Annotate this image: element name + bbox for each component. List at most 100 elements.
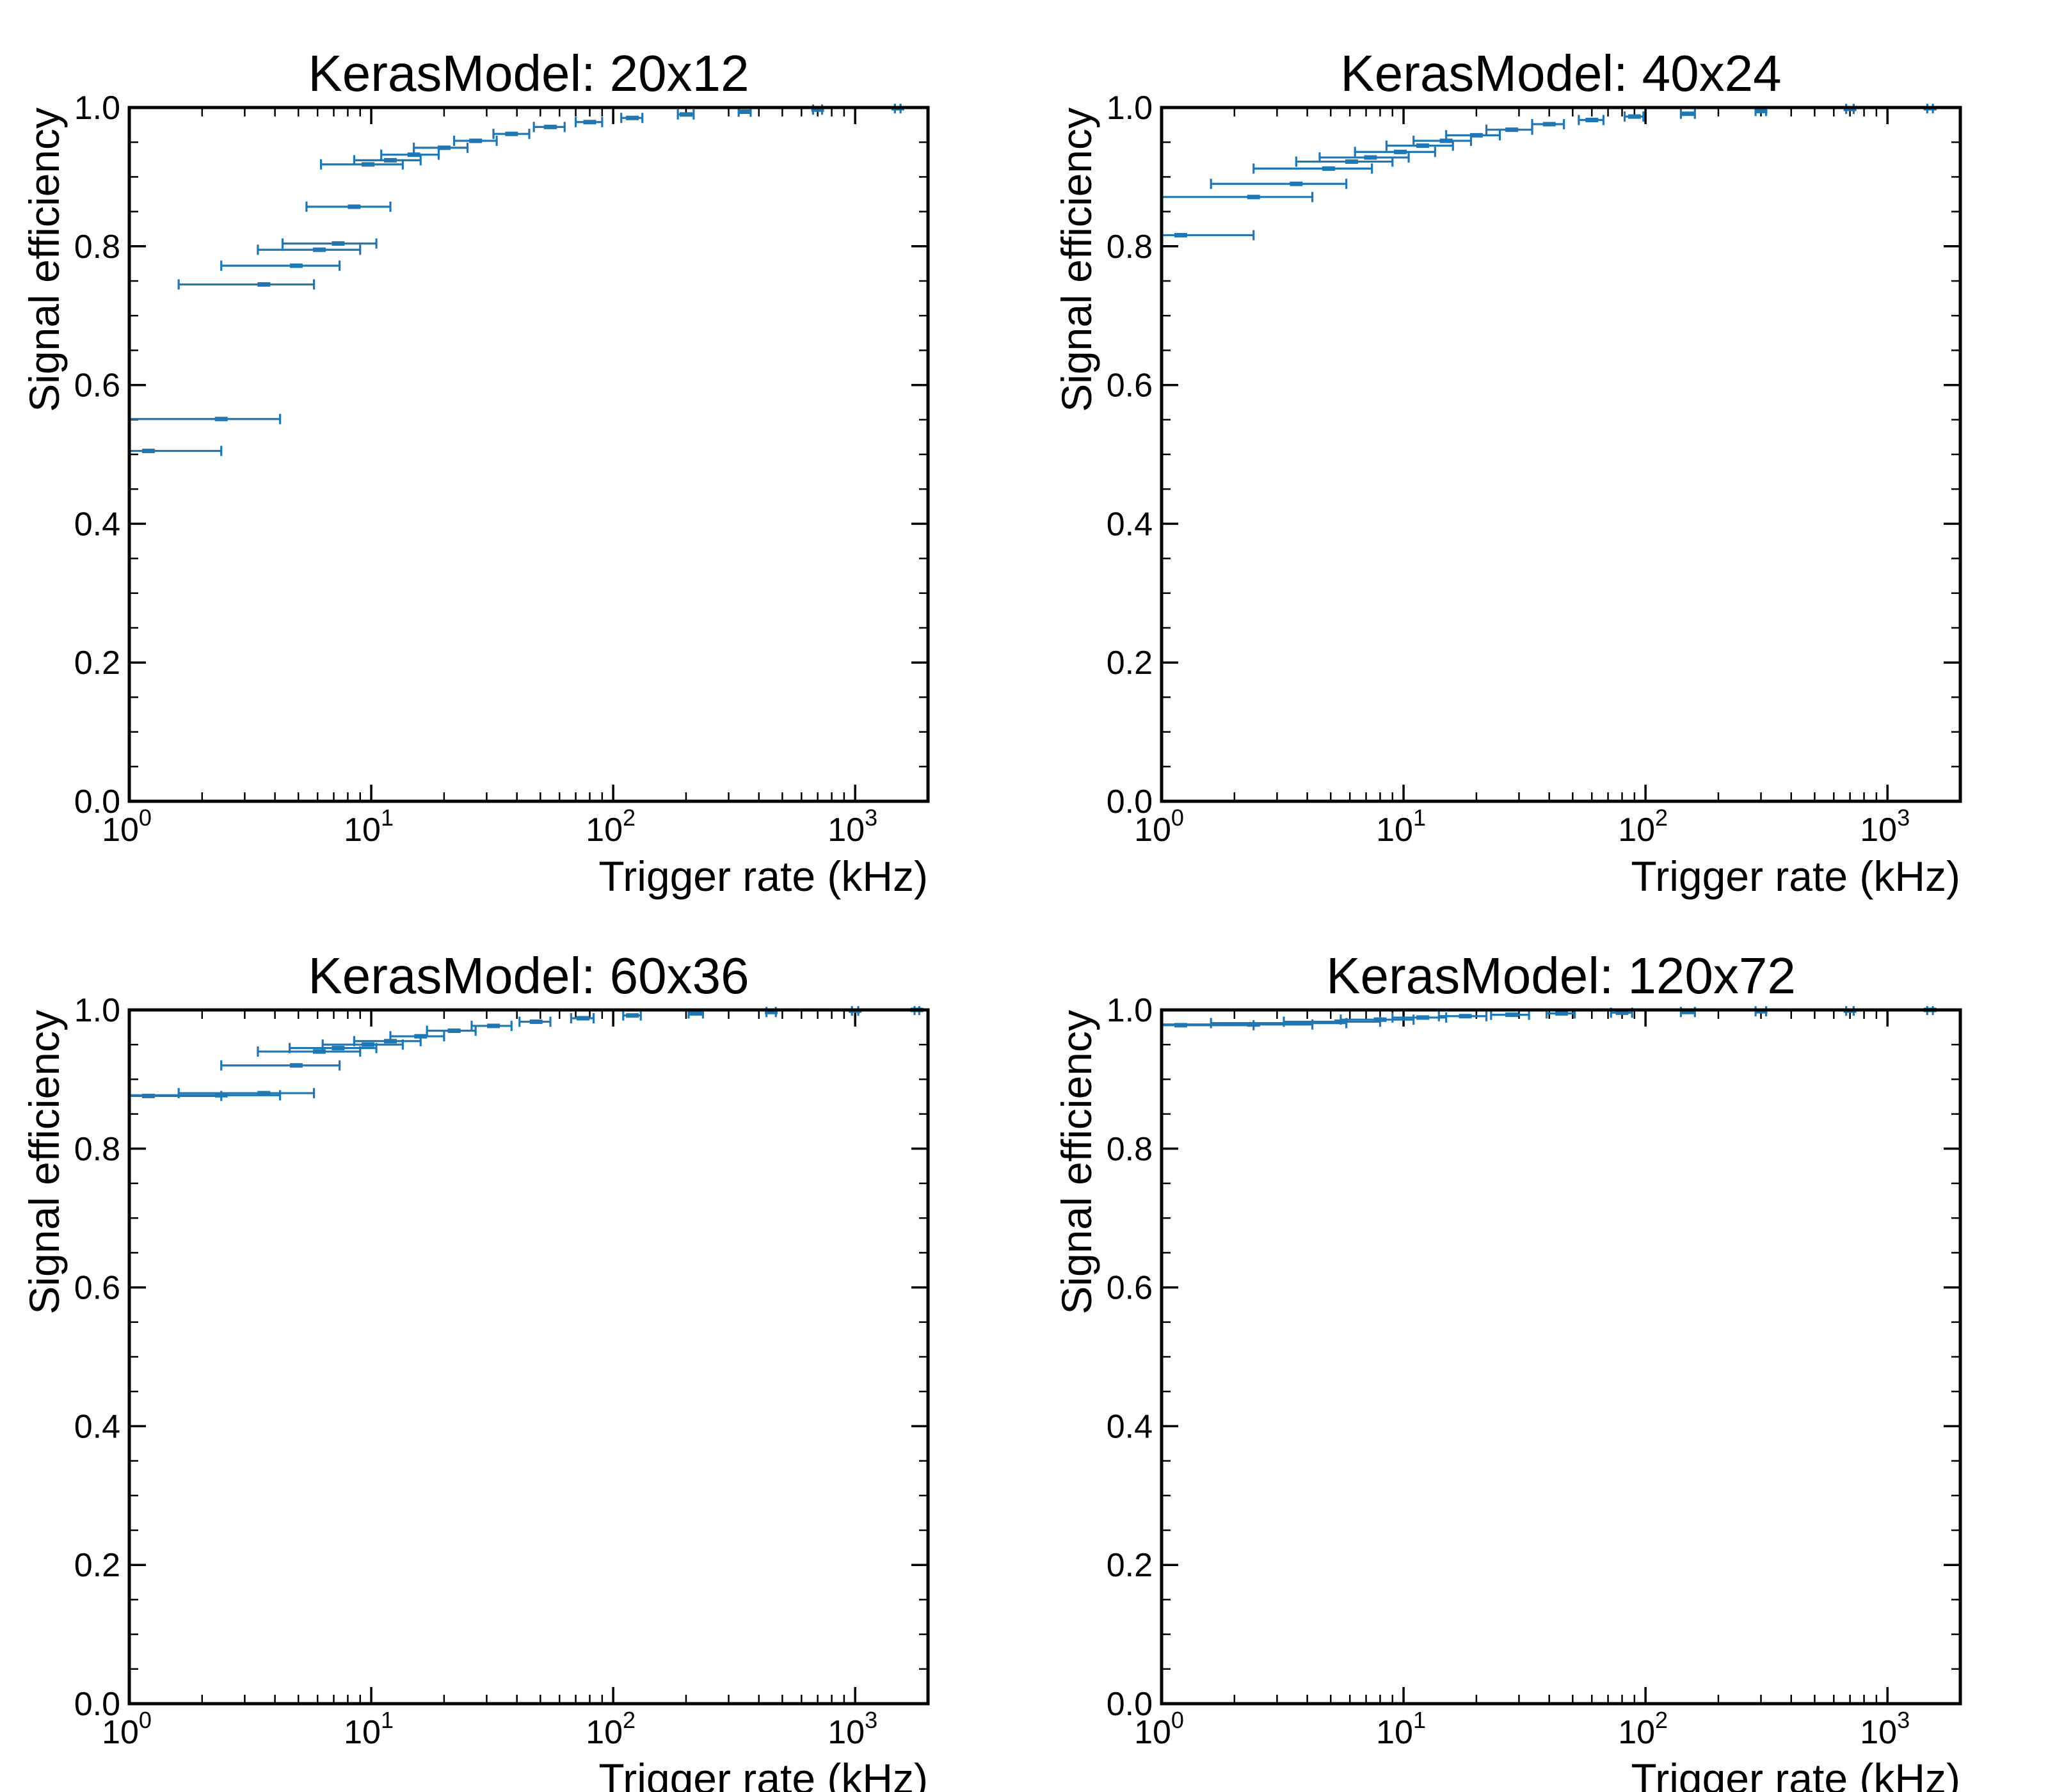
x-tick-label: 100	[102, 804, 152, 849]
data-point	[413, 142, 469, 153]
data-point	[281, 238, 378, 249]
y-tick-label: 0.6	[74, 367, 120, 404]
data-point	[1210, 1018, 1348, 1028]
y-tick-label: 0.0	[74, 783, 120, 820]
x-axis-label: Trigger rate (kHz)	[1631, 852, 1960, 900]
data-point	[1679, 108, 1696, 119]
data-point	[353, 155, 422, 166]
data-point	[676, 109, 695, 120]
data-point	[622, 1010, 642, 1021]
y-tick-label: 0.2	[74, 1547, 120, 1584]
y-tick-label: 0.4	[1107, 506, 1153, 543]
plot-frame	[1160, 106, 1962, 803]
data-series	[1162, 104, 1937, 241]
data-point	[518, 1016, 552, 1027]
y-tick-label: 0.8	[74, 1131, 120, 1168]
chart-title: KerasModel: 120x72	[1326, 947, 1796, 1004]
y-tick-label: 0.6	[1107, 367, 1153, 404]
data-series	[129, 104, 904, 456]
plot-frame	[127, 1008, 930, 1706]
x-axis-label: Trigger rate (kHz)	[598, 852, 928, 900]
y-axis-label: Signal efficiency	[20, 108, 68, 412]
data-point	[570, 1013, 595, 1024]
y-tick-label: 0.2	[74, 644, 120, 682]
y-tick-label: 0.0	[1107, 783, 1153, 820]
data-point	[532, 122, 566, 132]
y-tick-label: 1.0	[74, 992, 120, 1029]
data-point	[380, 149, 440, 160]
x-tick-label: 102	[1618, 1707, 1668, 1751]
data-point	[1210, 179, 1348, 189]
y-tick-label: 0.4	[1107, 1408, 1153, 1445]
panel-2: KerasModel: 40x24 0.0 0.2 0.4 0.6 0.8 1.0 100 10…	[1053, 45, 1962, 900]
y-tick-label: 0.6	[1107, 1270, 1153, 1307]
x-tick-label: 101	[344, 804, 394, 849]
data-point	[426, 1025, 477, 1036]
data-point	[1391, 1012, 1448, 1023]
data-point	[492, 129, 531, 140]
data-point	[305, 202, 392, 212]
data-point	[1162, 230, 1255, 241]
panel-1: KerasModel: 20x12 0.0 0.2 0.4 0.6 0.8 1.0 100 10…	[20, 45, 930, 900]
y-tick-label: 0.2	[1107, 1547, 1153, 1584]
y-tick-label: 1.0	[74, 90, 120, 127]
y-tick-label: 0.4	[74, 506, 120, 543]
y-tick-label: 0.4	[74, 1408, 120, 1445]
data-point	[389, 1031, 445, 1042]
x-tick-label: 101	[1376, 804, 1426, 849]
chart-title: KerasModel: 40x24	[1340, 45, 1781, 102]
x-tick-label: 102	[1618, 804, 1668, 849]
data-point	[574, 116, 604, 127]
x-axis-label: Trigger rate (kHz)	[598, 1755, 928, 1792]
x-tick-label: 103	[1860, 1707, 1910, 1751]
data-point	[257, 1046, 362, 1057]
x-tick-label: 103	[828, 1707, 877, 1751]
data-point	[1445, 130, 1501, 141]
y-axis-label: Signal efficiency	[1053, 108, 1100, 412]
y-tick-label: 0.8	[1107, 1131, 1153, 1168]
data-point	[1354, 147, 1436, 157]
data-point	[177, 1088, 316, 1099]
data-point	[129, 445, 223, 456]
x-axis-label: Trigger rate (kHz)	[1631, 1755, 1960, 1792]
y-tick-label: 0.0	[74, 1686, 120, 1723]
x-tick-label: 103	[828, 804, 877, 849]
y-axis-label: Signal efficiency	[20, 1010, 68, 1315]
plot-frame	[127, 106, 930, 803]
data-point	[1485, 124, 1533, 135]
x-tick-label: 103	[1860, 804, 1910, 849]
panel-3: KerasModel: 60x36 0.0 0.2 0.4 0.6 0.8 1.0 100 10…	[20, 947, 930, 1792]
x-tick-label: 100	[1134, 804, 1184, 849]
panel-4: KerasModel: 120x72 0.0 0.2 0.4 0.6 0.8 1.0 100 1…	[1053, 947, 1962, 1792]
x-tick-label: 101	[344, 1707, 394, 1751]
y-tick-label: 0.2	[1107, 644, 1153, 682]
data-point	[1252, 163, 1373, 174]
x-tick-label: 101	[1376, 1707, 1426, 1751]
x-tick-label: 100	[1134, 1707, 1184, 1751]
data-point	[470, 1020, 513, 1031]
data-point	[220, 260, 341, 271]
y-tick-label: 0.6	[74, 1270, 120, 1307]
x-tick-label: 102	[586, 1707, 636, 1751]
data-point	[1531, 119, 1565, 130]
data-series	[129, 1006, 924, 1101]
y-tick-label: 0.8	[1107, 228, 1153, 266]
data-point	[129, 413, 282, 424]
data-point	[129, 1090, 282, 1101]
chart-title: KerasModel: 20x12	[308, 45, 749, 102]
y-tick-label: 0.0	[1107, 1686, 1153, 1723]
data-point	[452, 136, 498, 147]
y-axis-label: Signal efficiency	[1053, 1010, 1100, 1315]
x-tick-label: 102	[586, 804, 636, 849]
chart-title: KerasModel: 60x36	[308, 947, 749, 1004]
data-point	[1385, 140, 1454, 151]
data-point	[1318, 152, 1410, 163]
data-point	[1578, 115, 1604, 125]
data-point	[620, 113, 644, 124]
x-tick-label: 100	[102, 1707, 152, 1751]
data-point	[177, 279, 316, 290]
data-point	[257, 244, 362, 255]
data-point	[1340, 1014, 1415, 1025]
data-point	[1437, 1011, 1488, 1021]
